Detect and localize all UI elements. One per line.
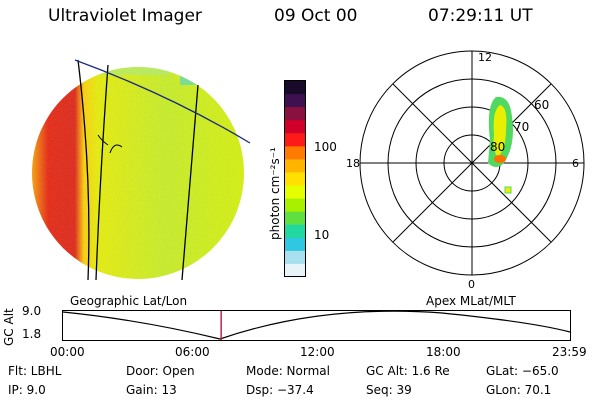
colorbar-band [285,107,305,121]
apex-panel-label: Apex MLat/MLT [426,294,516,308]
colorbar [284,80,306,278]
seq-info: Seq: 39 [366,383,412,397]
colorbar-band [285,94,305,108]
door-info: Door: Open [126,364,195,378]
time-label: 07:29:11 UT [428,6,533,26]
earth-globe-image [32,59,251,281]
time-tick-0000: 00:00 [50,345,85,359]
colorbar-band [285,185,305,200]
colorbar-band [285,146,305,160]
time-tick-1800: 18:00 [426,345,461,359]
gc-alt-tick-min: 1.8 [22,327,42,341]
colorbar-band [285,198,305,213]
altitude-plot [62,310,571,341]
dsp-info: Dsp: −37.4 [246,383,314,397]
gain-info: Gain: 13 [126,383,177,397]
mlt-label-12: 12 [478,51,492,64]
colorbar-tick-10: 10 [314,228,330,242]
mlt-label-0: 0 [468,278,475,290]
polar-mlt-plot: 12 6 0 18 60 70 80 [346,50,585,290]
flt-info: Flt: LBHL [8,364,62,378]
lat-label-60: 60 [534,98,549,112]
altitude-curve [62,310,571,340]
glat-info: GLat: −65.0 [486,364,559,378]
lat-label-70: 70 [514,120,529,134]
colorbar-band [285,172,305,187]
mode-info: Mode: Normal [246,364,330,378]
time-tick-1200: 12:00 [300,345,335,359]
gc-alt-info: GC Alt: 1.6 Re [366,364,450,378]
colorbar-band [285,81,305,95]
mlt-label-18: 18 [346,157,360,170]
mlt-label-6: 6 [572,157,579,170]
colorbar-band [285,237,305,252]
date-label: 09 Oct 00 [274,6,358,26]
gc-alt-tick-max: 9.0 [22,304,42,318]
lat-label-80: 80 [490,140,505,154]
ip-info: IP: 9.0 [8,383,46,397]
colorbar-band [285,159,305,173]
glon-info: GLon: 70.1 [486,383,552,397]
colorbar-units-label: photon cm⁻²s⁻¹ [268,147,282,240]
colorbar-tick-100: 100 [314,140,337,154]
instrument-title: Ultraviolet Imager [48,6,202,26]
time-tick-0600: 06:00 [175,345,210,359]
colorbar-band [285,263,305,278]
gc-alt-axis-label: GC Alt [2,308,16,346]
colorbar-band [285,133,305,147]
colorbar-band [285,224,305,239]
colorbar-band [285,120,305,134]
colorbar-band [285,250,305,265]
time-tick-2359: 23:59 [552,345,587,359]
colorbar-band [285,211,305,226]
geographic-panel-label: Geographic Lat/Lon [70,294,188,308]
